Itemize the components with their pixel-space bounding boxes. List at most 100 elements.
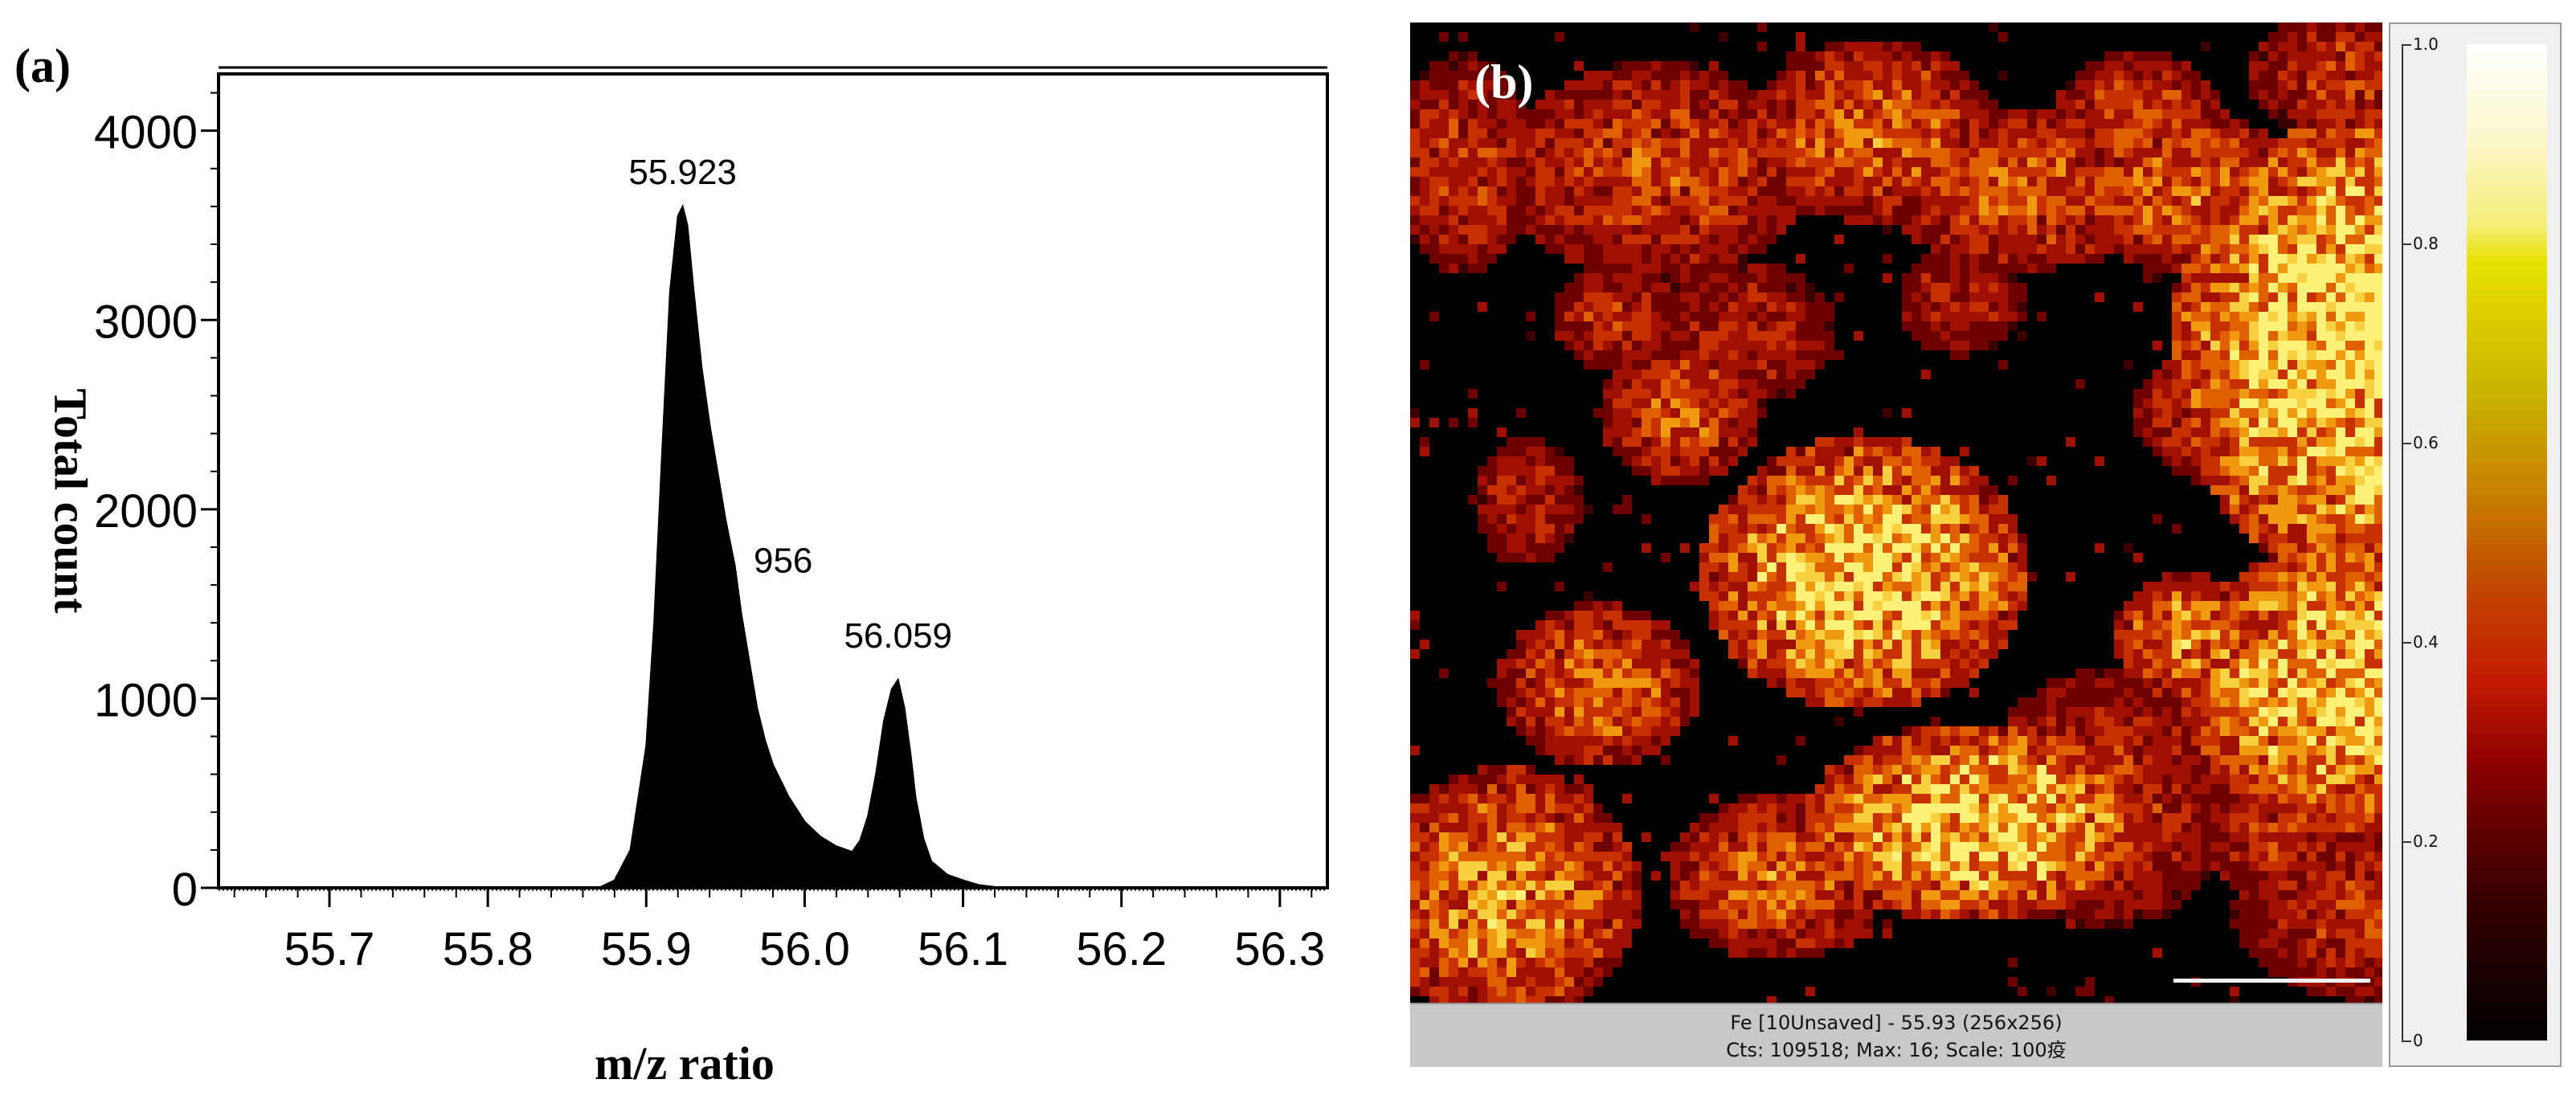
map-pixel bbox=[2355, 254, 2365, 264]
map-pixel bbox=[1439, 167, 1449, 177]
map-pixel bbox=[2114, 167, 2124, 177]
map-pixel bbox=[1680, 273, 1690, 283]
map-pixel bbox=[2239, 707, 2249, 717]
map-pixel bbox=[2374, 51, 2382, 61]
map-pixel bbox=[1863, 148, 1873, 157]
map-pixel bbox=[2104, 697, 2114, 707]
map-pixel bbox=[1593, 360, 1603, 370]
map-pixel bbox=[1670, 129, 1680, 138]
map-pixel bbox=[1603, 206, 1613, 215]
map-pixel bbox=[2201, 341, 2210, 350]
map-pixel bbox=[2307, 138, 2316, 148]
map-pixel bbox=[1670, 312, 1680, 321]
map-pixel bbox=[1584, 505, 1593, 514]
map-pixel bbox=[2307, 321, 2316, 331]
map-pixel bbox=[2326, 697, 2336, 707]
map-pixel bbox=[1709, 427, 1719, 437]
map-pixel bbox=[2259, 244, 2268, 254]
map-pixel bbox=[1748, 505, 1757, 514]
map-pixel bbox=[1834, 601, 1844, 611]
map-pixel bbox=[2056, 244, 2066, 254]
map-pixel bbox=[1651, 331, 1661, 341]
map-pixel bbox=[2249, 264, 2259, 273]
map-pixel bbox=[1834, 649, 1844, 659]
map-pixel bbox=[2143, 427, 2153, 437]
map-pixel bbox=[1593, 649, 1603, 659]
map-pixel bbox=[2326, 350, 2336, 360]
map-pixel bbox=[1564, 697, 1574, 707]
map-pixel bbox=[1989, 148, 1998, 157]
map-pixel bbox=[2326, 620, 2336, 630]
map-pixel bbox=[2288, 235, 2297, 244]
map-pixel bbox=[1719, 331, 1728, 341]
map-pixel bbox=[2268, 254, 2278, 264]
map-pixel bbox=[1854, 524, 1863, 534]
map-pixel bbox=[1429, 129, 1439, 138]
map-pixel bbox=[2326, 273, 2336, 283]
map-pixel bbox=[1728, 389, 1738, 399]
map-pixel bbox=[1863, 572, 1873, 582]
map-pixel bbox=[2008, 138, 2018, 148]
map-pixel bbox=[1950, 273, 1960, 283]
map-pixel bbox=[1873, 514, 1883, 524]
map-pixel bbox=[1516, 109, 1526, 119]
map-pixel bbox=[1748, 283, 1757, 292]
map-pixel bbox=[1960, 138, 1969, 148]
map-pixel bbox=[1728, 244, 1738, 254]
map-pixel bbox=[1892, 697, 1902, 707]
map-pixel bbox=[1680, 688, 1690, 697]
map-pixel bbox=[2056, 109, 2066, 119]
map-pixel bbox=[1998, 611, 2008, 620]
map-pixel bbox=[1487, 177, 1497, 186]
map-pixel bbox=[1815, 206, 1825, 215]
map-pixel bbox=[1863, 109, 1873, 119]
map-pixel bbox=[2278, 495, 2288, 505]
map-pixel bbox=[2278, 659, 2288, 668]
map-pixel bbox=[1680, 119, 1690, 129]
map-pixel bbox=[1767, 167, 1777, 177]
map-pixel bbox=[1805, 649, 1815, 659]
map-pixel bbox=[1902, 196, 1912, 206]
map-pixel bbox=[2297, 437, 2307, 447]
map-pixel bbox=[2288, 341, 2297, 350]
map-pixel bbox=[1699, 418, 1709, 427]
y-tick-label: 4000 bbox=[94, 107, 198, 159]
map-pixel bbox=[2345, 707, 2355, 717]
map-pixel bbox=[1555, 292, 1564, 302]
map-pixel bbox=[2230, 206, 2239, 215]
map-pixel bbox=[2114, 186, 2124, 196]
map-pixel bbox=[2066, 157, 2075, 167]
map-pixel bbox=[1805, 543, 1815, 553]
map-pixel bbox=[1728, 235, 1738, 244]
map-pixel bbox=[2172, 678, 2181, 688]
map-pixel bbox=[1863, 138, 1873, 148]
map-pixel bbox=[1680, 186, 1690, 196]
map-pixel bbox=[1748, 186, 1757, 196]
map-pixel bbox=[1989, 302, 1998, 312]
map-pixel bbox=[1786, 157, 1796, 167]
map-pixel bbox=[2143, 235, 2153, 244]
map-pixel bbox=[1487, 235, 1497, 244]
map-pixel bbox=[1593, 312, 1603, 321]
map-pixel bbox=[1449, 196, 1458, 206]
map-pixel bbox=[1815, 630, 1825, 640]
map-pixel bbox=[1796, 129, 1805, 138]
map-pixel bbox=[1767, 572, 1777, 582]
map-pixel bbox=[1892, 129, 1902, 138]
map-pixel bbox=[2104, 244, 2114, 254]
map-pixel bbox=[1748, 206, 1757, 215]
map-pixel bbox=[1468, 148, 1478, 157]
map-pixel bbox=[1921, 80, 1931, 90]
map-pixel bbox=[1883, 186, 1892, 196]
map-pixel bbox=[1642, 100, 1651, 109]
map-pixel bbox=[1796, 167, 1805, 177]
map-pixel bbox=[2162, 572, 2172, 582]
map-pixel bbox=[1535, 514, 1545, 524]
map-pixel bbox=[1728, 331, 1738, 341]
map-pixel bbox=[1748, 312, 1757, 321]
map-pixel bbox=[1535, 688, 1545, 697]
map-pixel bbox=[2162, 649, 2172, 659]
map-pixel bbox=[1661, 138, 1670, 148]
map-pixel bbox=[1912, 582, 1921, 591]
map-pixel bbox=[2104, 129, 2114, 138]
